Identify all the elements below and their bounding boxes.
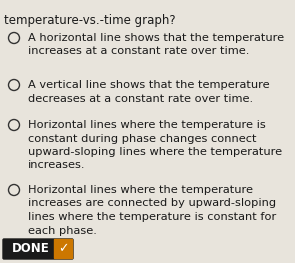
Text: increases.: increases.: [28, 160, 86, 170]
FancyBboxPatch shape: [3, 239, 73, 259]
Text: Horizontal lines where the temperature is: Horizontal lines where the temperature i…: [28, 120, 266, 130]
Text: temperature-vs.-time graph?: temperature-vs.-time graph?: [4, 14, 176, 27]
Text: DONE: DONE: [12, 242, 50, 255]
Text: each phase.: each phase.: [28, 225, 97, 235]
Text: increases at a constant rate over time.: increases at a constant rate over time.: [28, 47, 249, 57]
Text: increases are connected by upward-sloping: increases are connected by upward-slopin…: [28, 199, 276, 209]
FancyBboxPatch shape: [55, 240, 73, 259]
Text: A vertical line shows that the temperature: A vertical line shows that the temperatu…: [28, 80, 270, 90]
Text: constant during phase changes connect: constant during phase changes connect: [28, 134, 256, 144]
Text: Horizontal lines where the temperature: Horizontal lines where the temperature: [28, 185, 253, 195]
Text: A horizontal line shows that the temperature: A horizontal line shows that the tempera…: [28, 33, 284, 43]
Text: lines where the temperature is constant for: lines where the temperature is constant …: [28, 212, 276, 222]
Text: upward-sloping lines where the temperature: upward-sloping lines where the temperatu…: [28, 147, 282, 157]
Text: ✓: ✓: [58, 242, 69, 255]
Text: decreases at a constant rate over time.: decreases at a constant rate over time.: [28, 94, 253, 104]
